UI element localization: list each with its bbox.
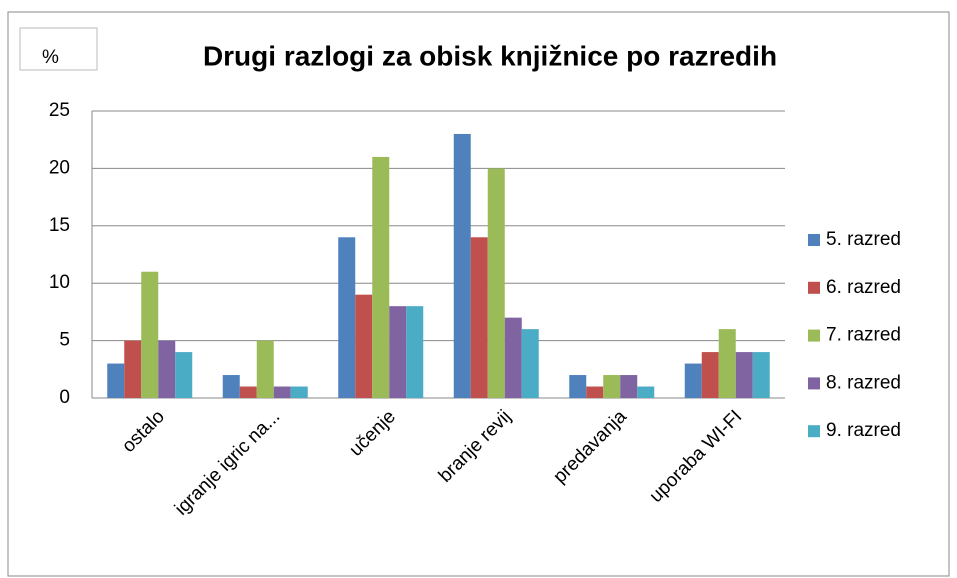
legend-swatch — [808, 377, 820, 390]
bar — [586, 386, 604, 398]
y-tick-label: 0 — [59, 387, 70, 408]
bar — [389, 306, 407, 398]
bar — [175, 352, 193, 398]
bar — [620, 375, 638, 398]
bar — [487, 168, 505, 398]
bar — [603, 375, 621, 398]
bar — [470, 237, 488, 398]
bar — [372, 156, 390, 398]
bar — [256, 340, 274, 398]
bar — [406, 306, 424, 398]
bar — [752, 352, 770, 398]
y-tick-label: 15 — [49, 215, 70, 236]
bar — [124, 340, 142, 398]
bar — [273, 386, 291, 398]
bar — [735, 352, 753, 398]
bar — [684, 363, 702, 398]
bar — [521, 329, 539, 398]
bar — [239, 386, 257, 398]
bar — [701, 352, 719, 398]
bar — [141, 271, 159, 398]
bar — [290, 386, 308, 398]
bar — [107, 363, 125, 398]
legend-label: 9. razred — [826, 420, 901, 441]
y-label-box — [19, 27, 98, 71]
legend-swatch — [808, 425, 820, 438]
y-tick-label: 20 — [49, 157, 70, 178]
bar — [355, 294, 373, 398]
legend-label: 7. razred — [826, 325, 901, 346]
bar — [569, 375, 587, 398]
y-tick-label: 10 — [49, 272, 70, 293]
bar — [718, 329, 736, 398]
legend-label: 6. razred — [826, 277, 901, 298]
legend-label: 8. razred — [826, 372, 901, 393]
legend-swatch — [808, 329, 820, 342]
bar — [453, 133, 471, 398]
bar — [158, 340, 176, 398]
y-tick-label: 5 — [59, 330, 70, 351]
y-axis-label: % — [42, 47, 59, 68]
legend-label: 5. razred — [826, 229, 901, 250]
legend-swatch — [808, 234, 820, 246]
legend-swatch — [808, 281, 820, 294]
bar — [504, 317, 522, 398]
bar — [637, 386, 655, 398]
y-tick-label: 25 — [49, 100, 70, 121]
bar — [338, 237, 356, 398]
bar — [222, 375, 240, 398]
chart-title: Drugi razlogi za obisk knjižnice po razr… — [203, 40, 777, 71]
